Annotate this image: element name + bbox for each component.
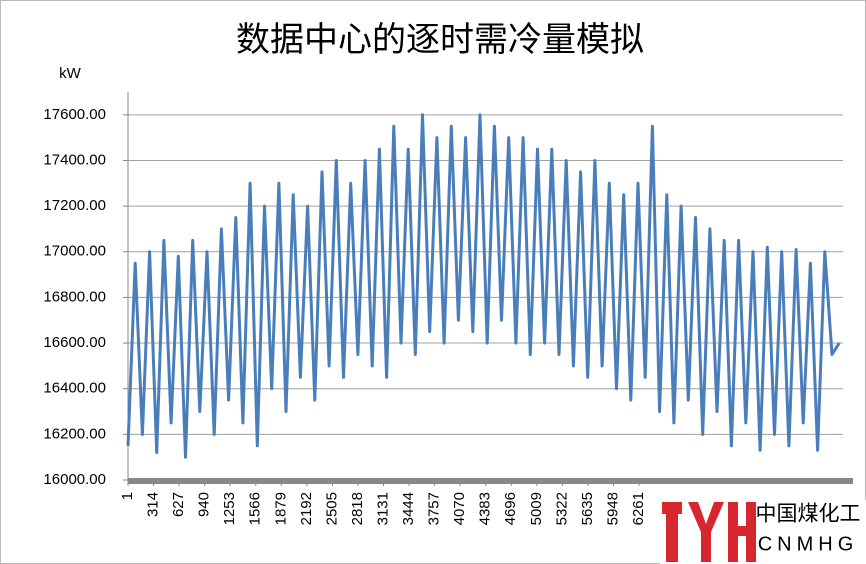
x-tick-label: 1879 [272,492,289,525]
x-tick-label: 627 [170,492,187,517]
x-tick-label: 314 [145,492,162,517]
x-tick-label: 2192 [298,492,315,525]
x-tick-label: 2505 [323,492,340,525]
y-tick-label: 17200.00 [43,197,106,214]
y-unit: kW [59,65,82,82]
y-tick-label: 16000.00 [43,471,106,488]
y-tick-label: 16600.00 [43,334,106,351]
x-tick-label: 5322 [553,492,570,525]
x-tick-label: 3444 [400,492,417,525]
data-line [126,113,841,459]
x-tick-label: 6261 [630,492,647,525]
x-tick-label: 940 [196,492,213,517]
x-tick-label: 5009 [528,492,545,525]
x-tick-label: 4383 [477,492,494,525]
y-tick-label: 17000.00 [43,243,106,260]
y-tick-label: 17600.00 [43,106,106,123]
watermark-logo [662,502,756,562]
watermark-latin: CNMHG [758,533,859,555]
x-tick-label: 1 [119,492,136,500]
y-tick-label: 17400.00 [43,151,106,168]
x-tick-label: 3757 [426,492,443,525]
x-tick-label: 5948 [604,492,621,525]
y-tick-label: 16400.00 [43,380,106,397]
x-tick-label: 5635 [579,492,596,525]
x-axis [128,478,853,484]
watermark-text: 中国煤化工 [756,503,861,526]
watermark: 中国煤化工 CNMHG [660,500,866,564]
x-tick-label: 2818 [349,492,366,525]
x-tick-label: 3131 [374,492,391,525]
x-tick-label: 1253 [221,492,238,525]
x-tick-label: 1566 [247,492,264,525]
y-tick-label: 16200.00 [43,425,106,442]
x-tick-label: 4696 [502,492,519,525]
y-tick-label: 16800.00 [43,288,106,305]
chart-title: 数据中心的逐时需冷量模拟 [236,21,644,59]
x-tick-label: 4070 [451,492,468,525]
